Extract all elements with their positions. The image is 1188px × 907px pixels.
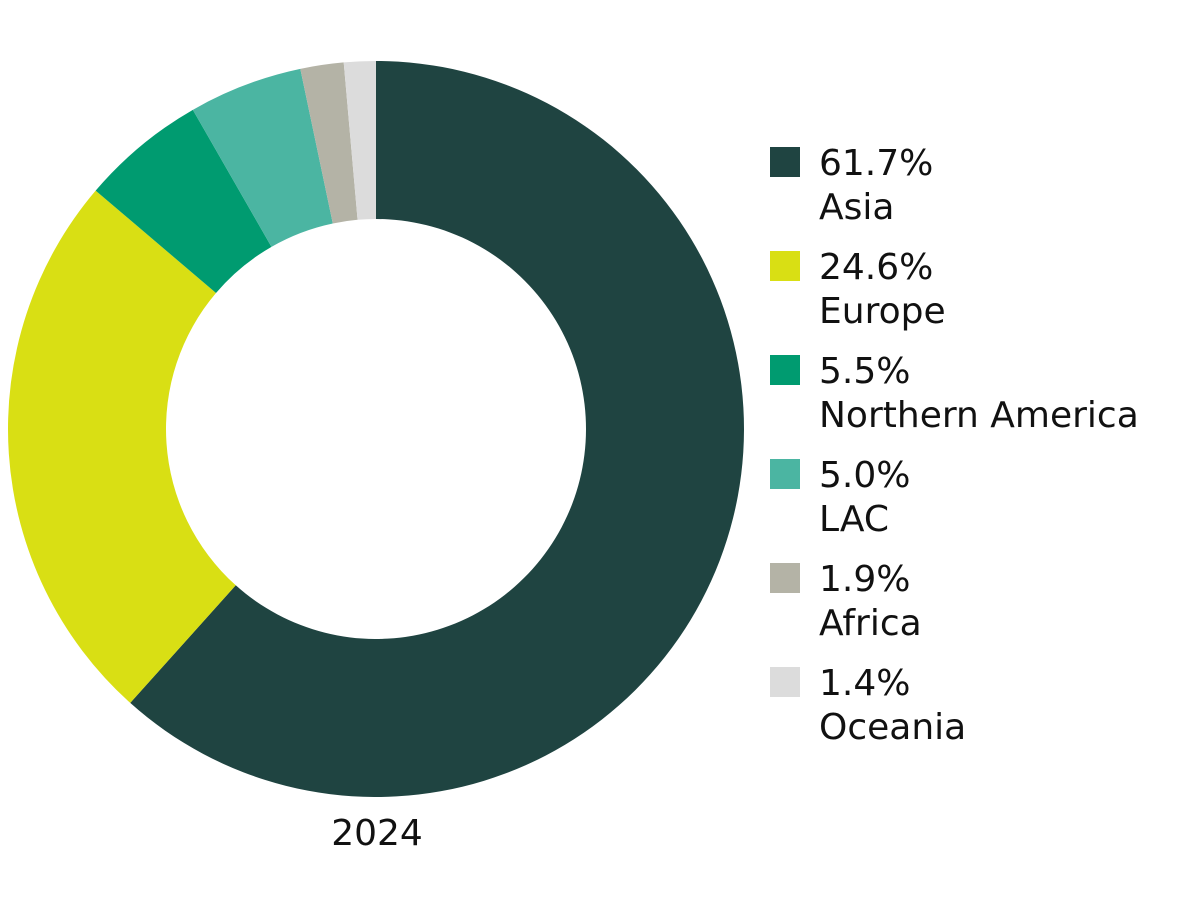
year-label: 2024 (331, 813, 423, 854)
legend-value-africa: 1.9% (819, 559, 911, 600)
donut-slice-asia (130, 61, 744, 798)
legend-item-europe: 24.6% Europe (770, 246, 1180, 350)
donut-slice-europe (8, 190, 236, 703)
legend-swatch-lac (770, 459, 800, 489)
donut-slices (8, 61, 744, 798)
donut-slice-africa (300, 62, 358, 224)
donut-slice-lac (192, 68, 333, 247)
legend-item-lac: 5.0% LAC (770, 454, 1180, 558)
legend-item-africa: 1.9% Africa (770, 558, 1180, 662)
donut-slice-northern-america (95, 109, 272, 293)
legend-swatch-asia (770, 147, 800, 177)
donut-chart (8, 61, 744, 798)
legend-name-africa: Africa (819, 603, 922, 644)
legend-swatch-oceania (770, 667, 800, 697)
legend-value-oceania: 1.4% (819, 663, 911, 704)
legend-item-northern-america: 5.5% Northern America (770, 350, 1180, 454)
donut-slice-oceania (343, 61, 376, 220)
legend-name-europe: Europe (819, 291, 946, 332)
legend-swatch-northern-america (770, 355, 800, 385)
legend-item-oceania: 1.4% Oceania (770, 662, 1180, 766)
legend-name-oceania: Oceania (819, 707, 967, 748)
legend-swatch-africa (770, 563, 800, 593)
legend-item-asia: 61.7% Asia (770, 142, 1180, 246)
legend-value-europe: 24.6% (819, 247, 934, 288)
legend-name-asia: Asia (819, 187, 895, 228)
legend-name-northern-america: Northern America (819, 395, 1139, 436)
legend: 61.7% Asia 24.6% Europe 5.5% Northern Am… (770, 142, 1180, 766)
legend-name-lac: LAC (819, 499, 890, 540)
legend-value-asia: 61.7% (819, 143, 934, 184)
legend-value-northern-america: 5.5% (819, 351, 911, 392)
legend-swatch-europe (770, 251, 800, 281)
legend-value-lac: 5.0% (819, 455, 911, 496)
